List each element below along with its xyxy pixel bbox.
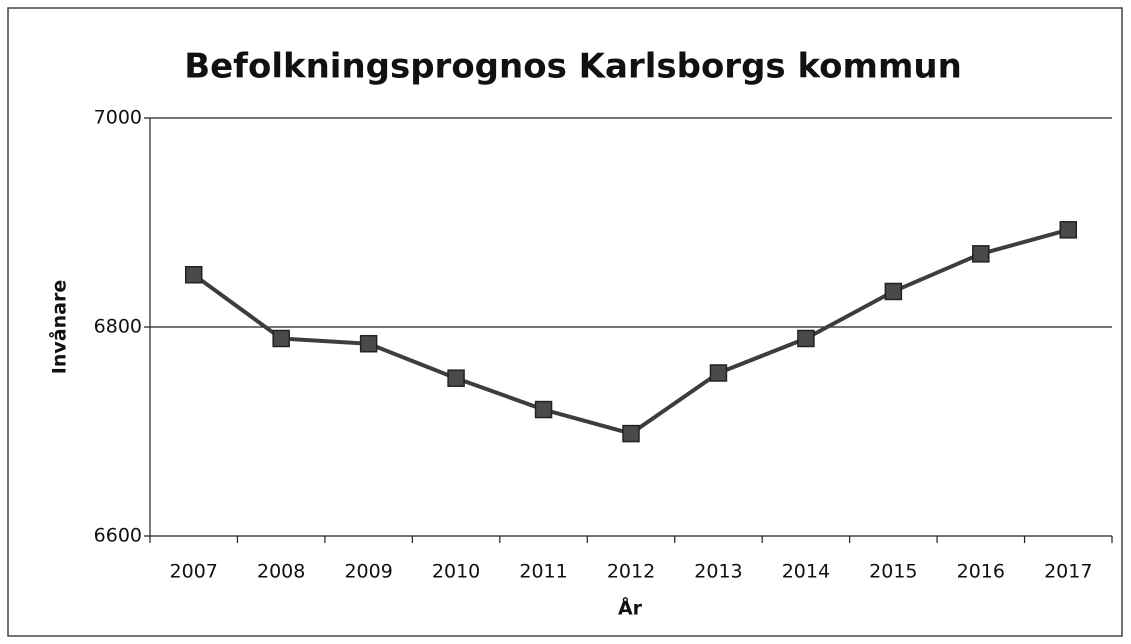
x-tick-label: 2008: [257, 561, 305, 583]
y-axis-title: Invånare: [47, 280, 71, 374]
marker: [359, 334, 378, 353]
x-tick-label: 2014: [782, 561, 830, 583]
marker: [797, 329, 815, 348]
marker: [184, 266, 203, 284]
marker: [272, 329, 290, 348]
x-axis-title: År: [618, 596, 643, 620]
marker: [884, 282, 903, 301]
x-tick-label: 2012: [607, 561, 655, 583]
x-tick-label: 2016: [957, 561, 1005, 583]
x-tick-label: 2011: [519, 561, 567, 583]
x-tick-label: 2013: [694, 561, 742, 583]
y-tick-label: 7000: [94, 107, 142, 129]
marker: [622, 424, 640, 443]
x-tick-label: 2017: [1044, 561, 1092, 583]
chart-title: Befolkningsprognos Karlsborgs kommun: [184, 47, 962, 87]
x-tick-label: 2009: [344, 561, 392, 583]
x-tick-label: 2010: [432, 561, 480, 583]
y-tick-label: 6600: [94, 525, 142, 547]
marker: [972, 245, 990, 263]
marker: [447, 369, 465, 387]
marker: [1059, 221, 1078, 239]
marker: [534, 400, 553, 419]
y-tick-label: 6800: [94, 316, 142, 338]
chart-frame: [7, 7, 1123, 637]
x-tick-label: 2007: [170, 561, 218, 583]
x-tick-label: 2015: [869, 561, 917, 583]
marker: [709, 364, 728, 382]
